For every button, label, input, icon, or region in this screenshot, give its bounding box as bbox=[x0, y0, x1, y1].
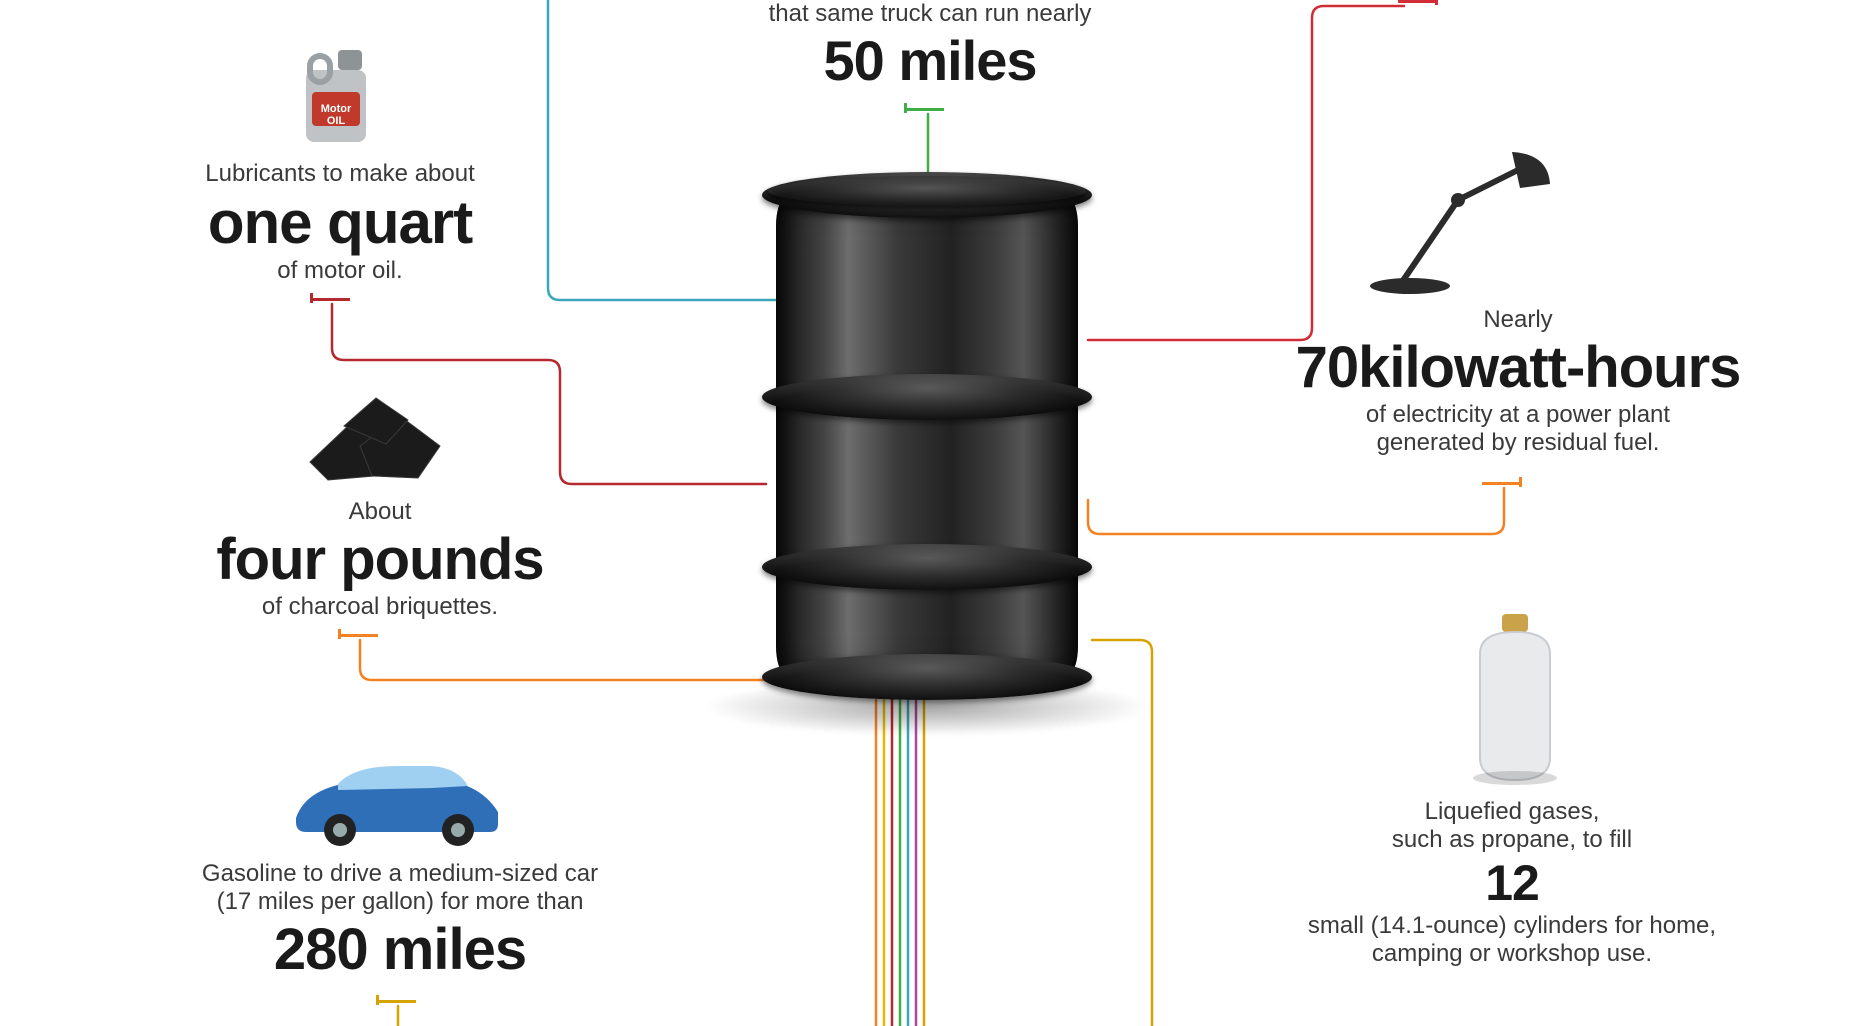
car-prefix: Gasoline to drive a medium-sized car bbox=[100, 860, 700, 888]
car-icon bbox=[282, 740, 512, 850]
motor-oil-icon: Motor OIL bbox=[290, 42, 382, 152]
propane-prefix2: such as propane, to fill bbox=[1232, 826, 1792, 854]
charcoal-suffix: of charcoal briquettes. bbox=[140, 593, 620, 621]
extra-top-right-tick bbox=[1398, 0, 1438, 4]
truck-tick bbox=[904, 108, 944, 112]
callout-car: Gasoline to drive a medium-sized car (17… bbox=[100, 860, 700, 983]
barrel-rib bbox=[762, 544, 1092, 590]
svg-text:Motor: Motor bbox=[321, 103, 352, 115]
propane-headline: 12 bbox=[1232, 854, 1792, 912]
lubricants-tick bbox=[310, 298, 350, 302]
electricity-suffix: of electricity at a power plant bbox=[1188, 401, 1848, 429]
connector-electricity bbox=[1088, 488, 1504, 534]
callout-lubricants: Lubricants to make about one quart of mo… bbox=[110, 160, 570, 285]
car-prefix2: (17 miles per gallon) for more than bbox=[100, 888, 700, 916]
barrel-body bbox=[776, 200, 1078, 672]
electricity-headline: 70kilowatt-hours bbox=[1188, 334, 1848, 401]
electricity-prefix: Nearly bbox=[1188, 306, 1848, 334]
propane-suffix: small (14.1-ounce) cylinders for home, bbox=[1232, 912, 1792, 940]
lubricants-prefix: Lubricants to make about bbox=[110, 160, 570, 188]
electricity-tick bbox=[1482, 482, 1522, 486]
oil-barrel-graphic bbox=[762, 164, 1092, 708]
truck-headline: 50 miles bbox=[620, 28, 1240, 93]
electricity-suffix2: generated by residual fuel. bbox=[1188, 429, 1848, 457]
bottom-rainbow-lines bbox=[876, 700, 924, 1026]
callout-propane: Liquefied gases, such as propane, to fil… bbox=[1232, 798, 1792, 968]
propane-suffix2: camping or workshop use. bbox=[1232, 940, 1792, 968]
truck-prefix: that same truck can run nearly bbox=[620, 0, 1240, 28]
callout-charcoal: About four pounds of charcoal briquettes… bbox=[140, 498, 620, 621]
barrel-lid bbox=[768, 176, 1086, 206]
car-headline: 280 miles bbox=[100, 916, 700, 983]
callout-truck: that same truck can run nearly 50 miles bbox=[620, 0, 1240, 93]
desk-lamp-icon bbox=[1362, 138, 1562, 294]
charcoal-headline: four pounds bbox=[140, 526, 620, 593]
barrel-rib bbox=[762, 374, 1092, 420]
lubricants-headline: one quart bbox=[110, 188, 570, 257]
barrel-rib-bottom bbox=[762, 654, 1092, 700]
charcoal-tick bbox=[338, 634, 378, 638]
car-tick bbox=[376, 1000, 416, 1004]
coal-icon bbox=[290, 376, 460, 486]
propane-prefix: Liquefied gases, bbox=[1232, 798, 1792, 826]
svg-text:OIL: OIL bbox=[327, 115, 346, 127]
charcoal-prefix: About bbox=[140, 498, 620, 526]
callout-electricity: Nearly 70kilowatt-hours of electricity a… bbox=[1188, 306, 1848, 457]
connector-charcoal bbox=[360, 620, 822, 680]
propane-tank-icon bbox=[1460, 608, 1570, 786]
lubricants-suffix: of motor oil. bbox=[110, 257, 570, 285]
